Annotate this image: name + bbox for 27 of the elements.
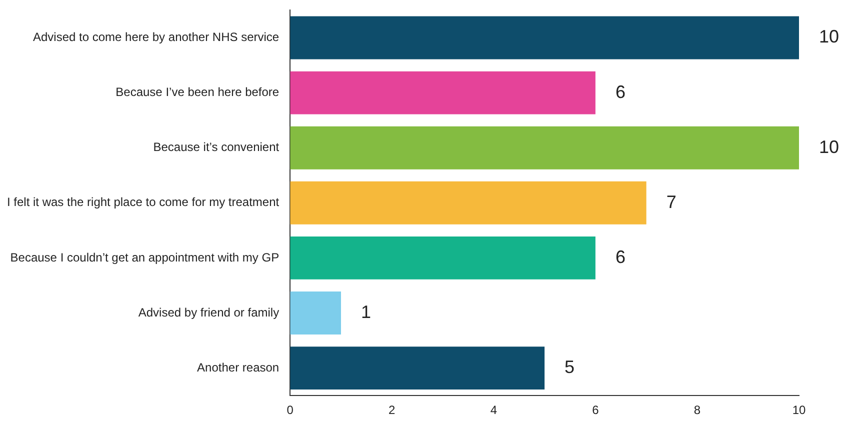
data-label: 10: [819, 26, 840, 47]
data-label: 6: [615, 246, 626, 267]
data-label: 7: [666, 192, 676, 212]
data-label: 6: [615, 82, 626, 102]
y-tick-label: I felt it was the right place to come for my treatment: [7, 195, 280, 210]
bar: [290, 346, 545, 390]
y-tick-label: Because I couldn’t get an appointment with my GP: [10, 250, 280, 264]
x-tick-label: 8: [694, 403, 701, 418]
x-tick-label: 2: [388, 403, 396, 418]
bar: [290, 71, 596, 114]
x-tick-label: 6: [592, 403, 600, 418]
y-tick-label: Because it’s convenient: [153, 140, 280, 154]
y-tick-label: Because I’ve been here before: [116, 85, 280, 100]
bar: [290, 16, 799, 60]
y-tick-label: Advised to come here by another NHS service: [32, 30, 280, 44]
bar: [290, 181, 646, 224]
data-label: 10: [819, 136, 840, 157]
x-tick-label: 0: [286, 403, 294, 418]
data-label: 5: [564, 357, 575, 378]
y-tick-label: Another reason: [197, 360, 280, 374]
bar: [290, 236, 596, 280]
x-tick-label: 4: [490, 403, 498, 418]
bar: [290, 126, 799, 170]
x-tick-label: 10: [792, 403, 806, 418]
data-label: 1: [361, 302, 372, 322]
bar: [290, 292, 341, 334]
y-tick-label: Advised by friend or family: [138, 305, 280, 320]
